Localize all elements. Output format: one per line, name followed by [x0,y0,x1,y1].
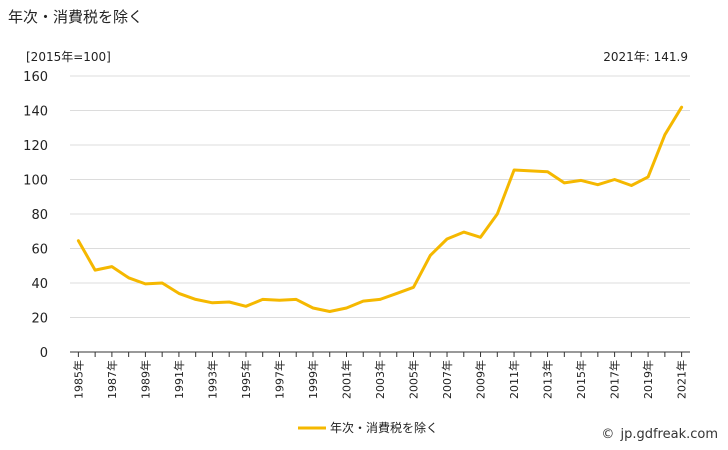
data-point [528,168,533,173]
y-tick-label: 20 [31,312,48,327]
x-tick-label: 2005年 [407,360,421,399]
data-point [210,300,215,305]
data-point [394,291,399,296]
data-point [143,281,148,286]
data-point [461,230,466,235]
legend-label: 年次・消費税を除く [330,420,438,435]
data-point [227,299,232,304]
x-tick-label: 2011年 [507,360,521,399]
x-tick-label: 1993年 [205,360,219,399]
data-point [662,132,667,137]
data-point [679,105,684,110]
x-tick-label: 2015年 [574,360,588,399]
y-tick-label: 40 [31,277,48,292]
data-point [562,180,567,185]
x-tick-label: 1995年 [239,360,253,399]
site-credit-text: jp.gdfreak.com [620,427,718,442]
series-line [76,105,684,313]
chart-title: 年次・消費税を除く [8,8,144,26]
data-point [428,253,433,258]
x-tick-label: 1985年 [71,360,85,399]
latest-value-label: 2021年: 141.9 [603,50,688,64]
data-point [512,168,517,173]
x-tick-label: 1999年 [306,360,320,399]
x-axis: 1985年 1987年 1989年 1991年 1993年 1995年 1997年 1999年… [71,352,689,399]
y-tick-label: 0 [40,346,48,361]
data-point [294,297,299,302]
x-tick-label: 2017年 [608,360,622,399]
data-point [378,297,383,302]
legend: 年次・消費税を除く [298,420,438,435]
x-tick-label: 2019年 [641,360,655,399]
data-point [109,264,114,269]
x-tick-label: 1987年 [105,360,119,399]
x-tick-label: 1989年 [138,360,152,399]
data-point [646,174,651,179]
copyright-icon: © [601,427,615,442]
x-tick-label: 2013年 [541,360,555,399]
unit-label: [2015年=100] [26,50,111,64]
data-point [193,297,198,302]
y-tick-label: 140 [23,105,48,120]
data-point [93,268,98,273]
x-tick-label: 1991年 [172,360,186,399]
y-tick-label: 100 [23,174,48,189]
data-point [629,183,634,188]
data-point [344,306,349,311]
data-point [327,309,332,314]
data-point [545,169,550,174]
grid-lines [70,75,690,353]
data-point [243,304,248,309]
y-axis-ticks: 0 20 40 60 80 100 120 140 160 [23,70,48,361]
y-tick-label: 60 [31,243,48,258]
x-tick-label: 2007年 [440,360,454,399]
data-point [126,275,131,280]
data-point [277,298,282,303]
y-tick-label: 120 [23,139,48,154]
data-point [160,281,165,286]
x-tick-label: 2001年 [339,360,353,399]
data-point [612,177,617,182]
data-point [579,178,584,183]
data-point [595,182,600,187]
data-point [260,297,265,302]
data-point [445,237,450,242]
data-point [310,306,315,311]
data-point [495,212,500,217]
site-credit: © jp.gdfreak.com [601,427,718,442]
x-tick-label: 2003年 [373,360,387,399]
data-point [76,238,81,243]
x-tick-label: 2021年 [675,360,689,399]
data-point [361,299,366,304]
series-layer [76,105,684,314]
x-tick-label: 2009年 [474,360,488,399]
data-point [411,285,416,290]
data-point [176,291,181,296]
y-tick-label: 80 [31,208,48,223]
y-tick-label: 160 [23,70,48,85]
x-tick-label: 1997年 [272,360,286,399]
data-point [478,235,483,240]
